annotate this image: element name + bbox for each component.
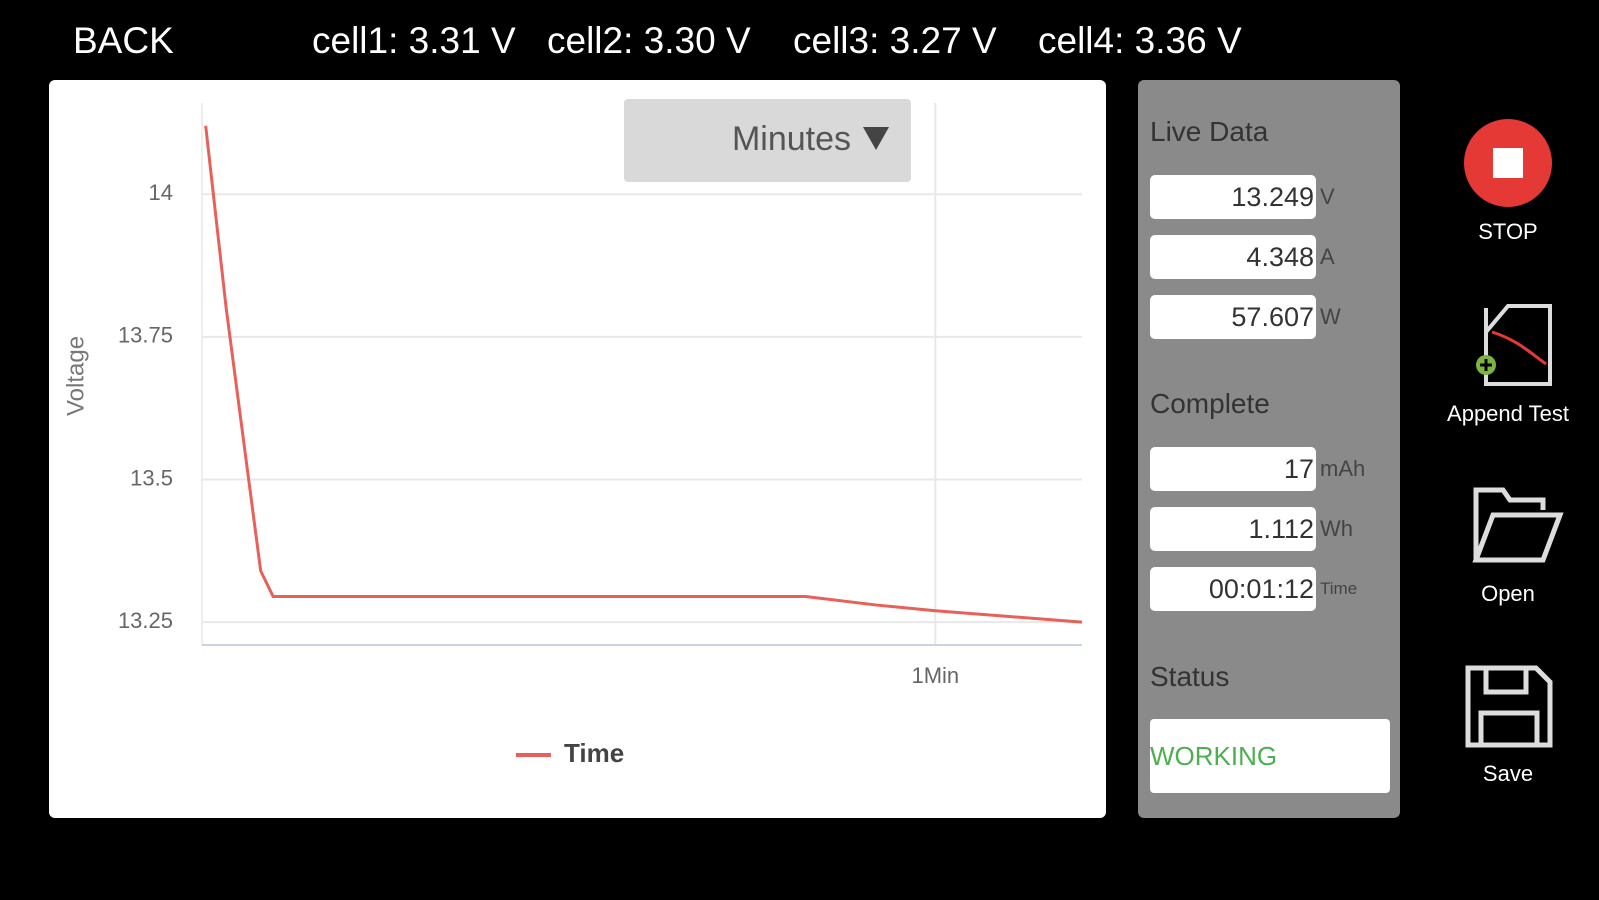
dropdown-label[interactable]: Minutes bbox=[732, 120, 851, 158]
field-unit: A bbox=[1320, 244, 1335, 269]
cell-voltage: cell1: 3.31 V bbox=[312, 20, 516, 61]
field-value: 17 bbox=[1150, 447, 1316, 491]
side-panel: Live Data 13.249 V 4.348 A 57.607 W Comp… bbox=[1138, 80, 1400, 818]
y-tick-label: 13.75 bbox=[118, 323, 173, 348]
line bbox=[204, 125, 1083, 624]
y-tick-label: 14 bbox=[149, 180, 173, 205]
section-title: Status bbox=[1150, 661, 1230, 692]
y-tick-label: 13.5 bbox=[130, 465, 173, 490]
chart: Minutes Voltage 13.25 13.5 13.75 14 1Min Time bbox=[62, 99, 1083, 768]
status-value: WORKING bbox=[1150, 719, 1390, 793]
stop-icon[interactable] bbox=[1464, 119, 1552, 207]
field-value: 1.112 bbox=[1150, 507, 1316, 551]
button-icons bbox=[1464, 119, 1564, 748]
dropdown[interactable] bbox=[624, 99, 911, 182]
button-label[interactable]: Append Test bbox=[1447, 401, 1569, 426]
append-icon[interactable] bbox=[1476, 304, 1552, 386]
field-unit: Wh bbox=[1320, 516, 1353, 541]
field-unit: mAh bbox=[1320, 456, 1366, 481]
back-button[interactable]: BACK bbox=[73, 20, 174, 61]
button-label[interactable]: STOP bbox=[1478, 219, 1538, 244]
dropdown-arrow[interactable] bbox=[863, 127, 889, 150]
chart-panel: Minutes Voltage 13.25 13.5 13.75 14 1Min Time bbox=[49, 80, 1106, 818]
y-axis-label: Voltage bbox=[62, 336, 89, 416]
open-icon[interactable] bbox=[1472, 487, 1564, 563]
section-title: Complete bbox=[1150, 388, 1270, 419]
cell-voltage: cell3: 3.27 V bbox=[793, 20, 997, 61]
field-value: 00:01:12 bbox=[1150, 567, 1316, 611]
section-title: Live Data bbox=[1150, 116, 1269, 147]
field-value: 4.348 bbox=[1150, 235, 1316, 279]
x-tick-label: 1Min bbox=[911, 663, 959, 688]
button-label[interactable]: Open bbox=[1481, 581, 1535, 606]
field-unit: V bbox=[1320, 184, 1335, 209]
cell-voltage: cell2: 3.30 V bbox=[547, 20, 751, 61]
button-label[interactable]: Save bbox=[1482, 761, 1534, 786]
field-value: 57.607 bbox=[1150, 295, 1316, 339]
legend-label: Time bbox=[564, 738, 624, 768]
cell-voltage: cell4: 3.36 V bbox=[1038, 20, 1242, 61]
y-tick-label: 13.25 bbox=[118, 608, 173, 633]
field-value: 13.249 bbox=[1150, 175, 1316, 219]
field-unit: W bbox=[1320, 304, 1341, 329]
save-icon[interactable] bbox=[1465, 665, 1553, 748]
field-unit: Time bbox=[1320, 579, 1358, 598]
